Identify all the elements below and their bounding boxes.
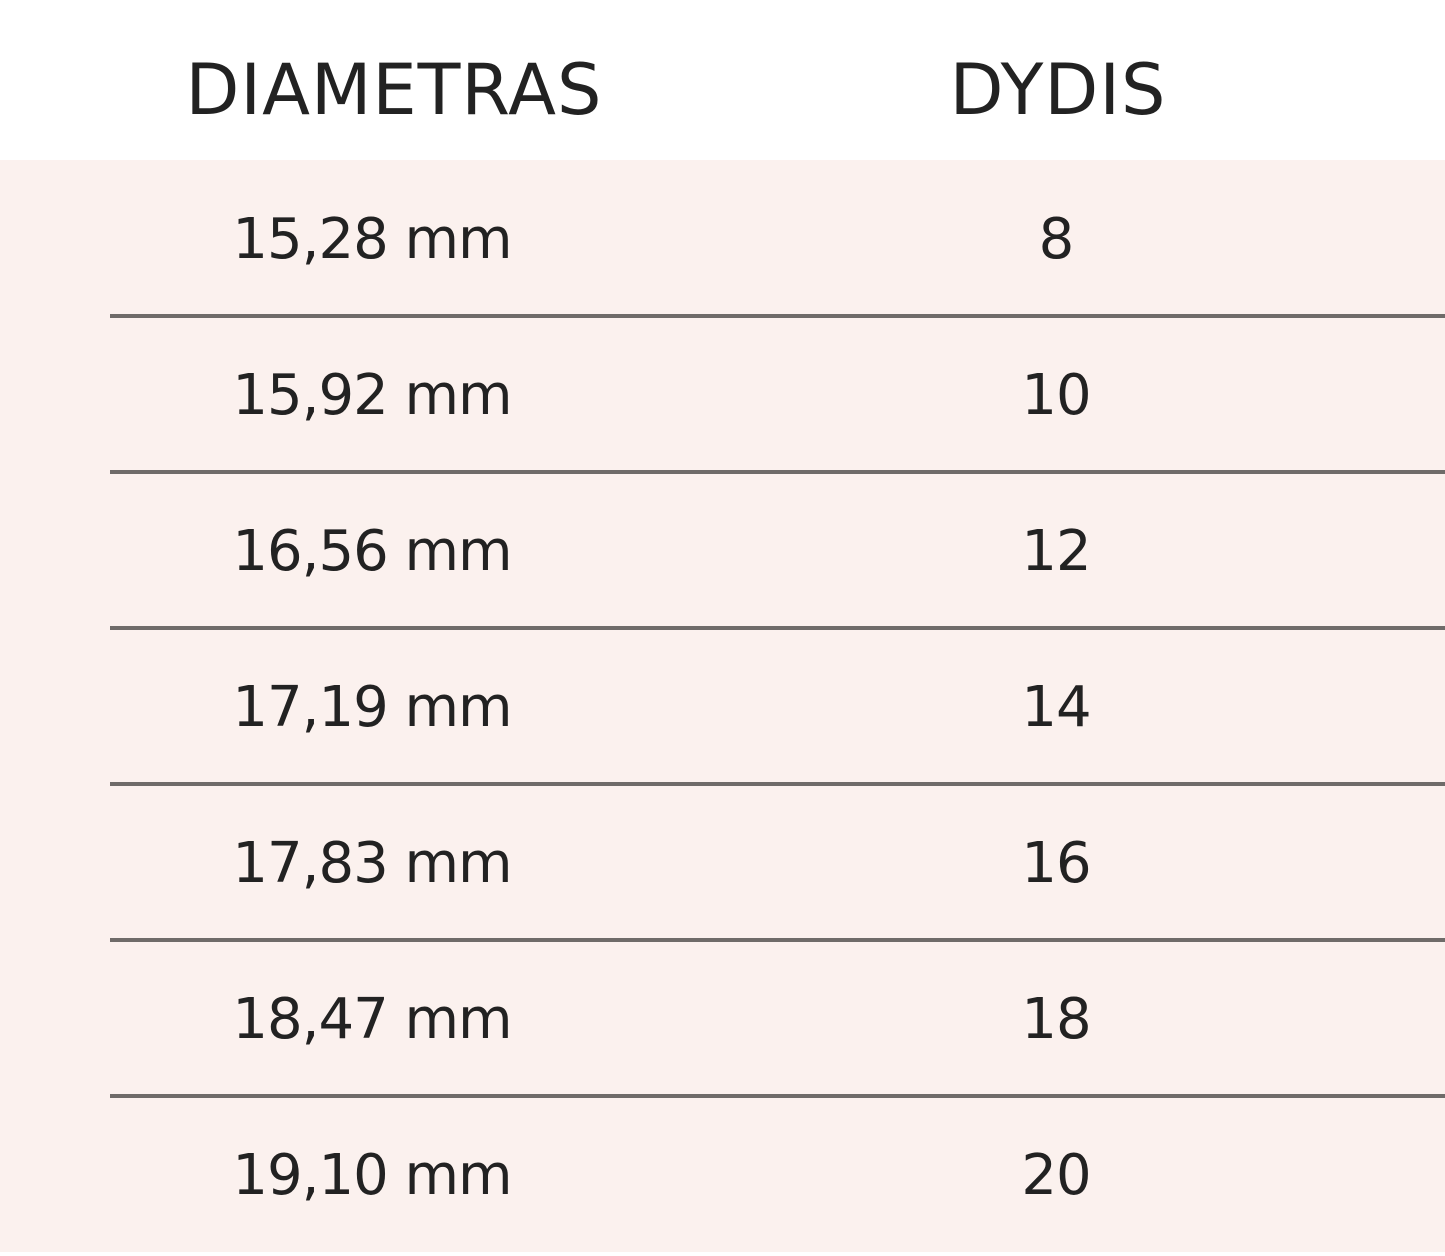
row-divider: [110, 938, 1445, 942]
row-divider: [110, 626, 1445, 630]
table-row: 16,56 mm 12: [0, 472, 1445, 630]
row-divider: [110, 1094, 1445, 1098]
table-header: DIAMETRAS DYDIS: [0, 0, 1445, 160]
cell-diameter: 16,56 mm: [232, 519, 512, 584]
table-row: 17,83 mm 16: [0, 784, 1445, 942]
row-divider: [110, 314, 1445, 318]
cell-diameter: 17,19 mm: [232, 675, 512, 740]
cell-size: 12: [1021, 519, 1091, 584]
table-row: 15,28 mm 8: [0, 160, 1445, 318]
table-body: 15,28 mm 8 15,92 mm 10 16,56 mm 12 17,19 mm 14 1…: [0, 160, 1445, 1252]
cell-diameter: 17,83 mm: [232, 831, 512, 896]
table-row: 15,92 mm 10: [0, 316, 1445, 474]
cell-size: 14: [1021, 675, 1091, 740]
header-dydis: DYDIS: [949, 49, 1167, 131]
cell-diameter: 15,92 mm: [232, 363, 512, 428]
cell-diameter: 18,47 mm: [232, 987, 512, 1052]
row-divider: [110, 470, 1445, 474]
table-row: 18,47 mm 18: [0, 940, 1445, 1098]
header-diametras: DIAMETRAS: [185, 49, 603, 131]
row-divider: [110, 782, 1445, 786]
cell-size: 18: [1021, 987, 1091, 1052]
cell-size: 10: [1021, 363, 1091, 428]
cell-size: 20: [1021, 1143, 1091, 1208]
cell-diameter: 19,10 mm: [232, 1143, 512, 1208]
cell-size: 8: [1038, 207, 1075, 272]
cell-diameter: 15,28 mm: [232, 207, 512, 272]
table-row: 19,10 mm 20: [0, 1096, 1445, 1252]
cell-size: 16: [1021, 831, 1091, 896]
table-row: 17,19 mm 14: [0, 628, 1445, 786]
